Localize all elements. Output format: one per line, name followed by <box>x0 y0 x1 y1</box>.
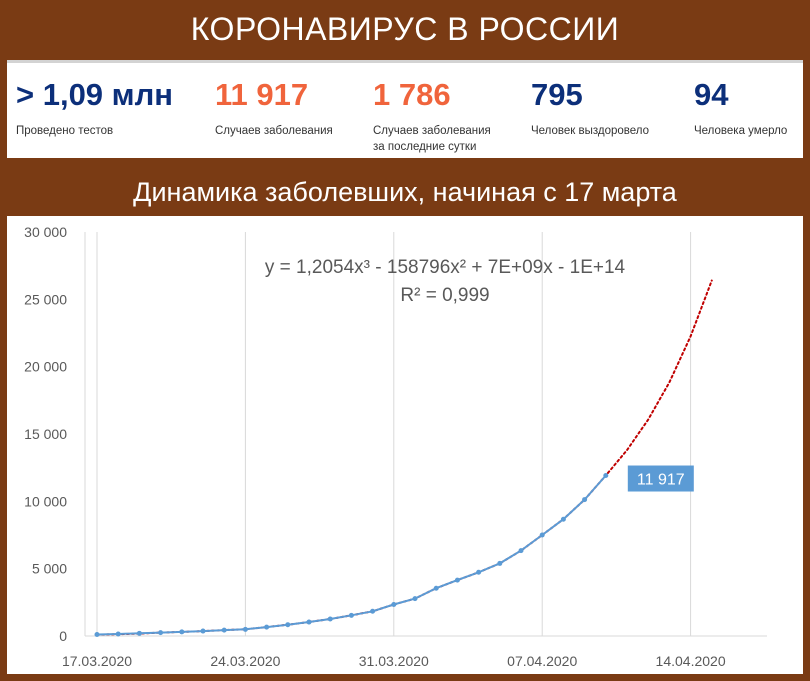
data-point <box>221 627 227 633</box>
data-point <box>200 628 206 634</box>
data-point <box>136 630 142 636</box>
trend-equation: y = 1,2054x³ - 158796x² + 7E+09x - 1E+14 <box>265 257 626 278</box>
data-point <box>158 630 164 636</box>
data-point <box>497 560 503 566</box>
x-tick-label: 07.04.2020 <box>507 653 577 669</box>
stat-deaths: 94 Человека умерло <box>694 77 787 139</box>
stat-label: Случаев заболевания <box>215 125 333 137</box>
data-point <box>476 569 482 575</box>
stat-value: 11 917 <box>215 77 309 112</box>
trend-r-squared: R² = 0,999 <box>400 285 489 306</box>
stat-label: Человек выздоровело <box>531 125 650 137</box>
stat-cases: 11 917 Случаев заболевания <box>215 77 333 139</box>
stat-value: > 1,09 млн <box>16 77 174 112</box>
data-point <box>560 516 566 522</box>
data-point <box>115 631 121 637</box>
data-label-box <box>627 465 694 492</box>
y-tick-label: 0 <box>59 628 67 644</box>
data-point <box>327 616 333 622</box>
y-tick-label: 5 000 <box>32 561 67 577</box>
data-point <box>242 626 248 632</box>
x-tick-label: 31.03.2020 <box>359 653 429 669</box>
data-label: 11 917 <box>637 472 685 489</box>
stat-value: 1 786 <box>373 77 451 112</box>
chart-subtitle: Динамика заболевших, начиная с 17 марта <box>133 176 677 207</box>
series-line <box>96 474 607 636</box>
stat-label: Случаев заболевания за последние сутки <box>373 125 491 153</box>
x-tick-label: 24.03.2020 <box>210 653 280 669</box>
stats-panel: > 1,09 млн Проведено тестов 11 917 Случа… <box>7 60 803 158</box>
page-title: КОРОНАВИРУС В РОССИИ <box>190 10 620 47</box>
stat-label: Проведено тестов <box>16 125 114 137</box>
data-point <box>539 532 545 538</box>
data-point <box>370 608 376 614</box>
data-point <box>306 619 312 625</box>
x-tick-label: 17.03.2020 <box>62 653 132 669</box>
data-point <box>518 548 524 554</box>
data-point <box>603 473 609 479</box>
stat-value: 795 <box>531 77 583 112</box>
line-chart: 17.03.2020 24.03.2020 31.03.2020 07.04.2020… <box>24 224 767 669</box>
stat-tests: > 1,09 млн Проведено тестов <box>16 77 173 139</box>
y-tick-label: 30 000 <box>24 224 67 240</box>
stat-cases-daily: 1 786 Случаев заболевания за последние с… <box>373 77 491 155</box>
y-tick-label: 10 000 <box>24 493 67 509</box>
data-point <box>348 612 354 618</box>
y-tick-label: 25 000 <box>24 291 67 307</box>
data-point <box>391 602 397 608</box>
data-point <box>179 629 185 635</box>
data-point <box>285 622 291 628</box>
stat-value: 94 <box>694 77 729 112</box>
data-point <box>412 596 418 602</box>
data-point <box>433 585 439 591</box>
x-tick-label: 14.04.2020 <box>656 653 726 669</box>
y-tick-label: 20 000 <box>24 359 67 375</box>
trendline <box>96 279 713 636</box>
y-tick-label: 15 000 <box>24 426 67 442</box>
chart-panel: 17.03.2020 24.03.2020 31.03.2020 07.04.2020… <box>7 216 803 674</box>
data-point <box>264 624 270 630</box>
data-point <box>582 497 588 503</box>
data-point <box>454 577 460 583</box>
data-point <box>94 631 100 637</box>
stat-recovered: 795 Человек выздоровело <box>531 77 649 139</box>
stat-label: Человека умерло <box>694 125 788 137</box>
